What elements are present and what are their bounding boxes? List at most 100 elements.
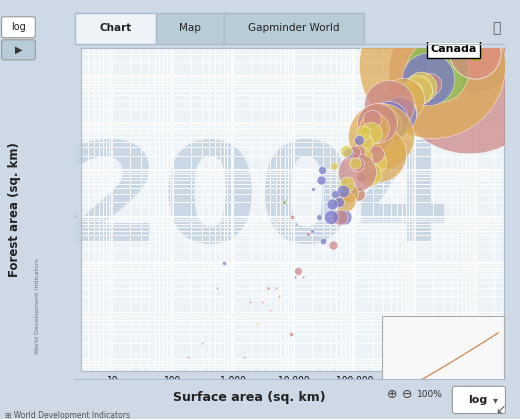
Text: World Development Indicators: World Development Indicators bbox=[35, 258, 40, 354]
Text: ⊞ World Development Indicators: ⊞ World Development Indicators bbox=[5, 411, 130, 419]
Point bbox=[331, 191, 340, 198]
Point bbox=[391, 106, 399, 112]
Point bbox=[392, 122, 400, 128]
Text: 2004: 2004 bbox=[66, 136, 452, 271]
Point bbox=[370, 124, 378, 131]
Point bbox=[288, 213, 296, 220]
Point bbox=[386, 118, 395, 124]
FancyBboxPatch shape bbox=[2, 40, 35, 60]
Point bbox=[245, 298, 254, 305]
Point bbox=[266, 307, 274, 313]
Point bbox=[299, 274, 307, 281]
Point bbox=[354, 191, 362, 198]
FancyBboxPatch shape bbox=[75, 13, 156, 44]
Point bbox=[357, 174, 365, 181]
Point bbox=[253, 321, 262, 327]
Point bbox=[372, 126, 380, 132]
Point bbox=[385, 101, 394, 108]
Point bbox=[292, 220, 300, 227]
Point bbox=[395, 111, 404, 117]
Text: ▶: ▶ bbox=[15, 45, 22, 55]
Point bbox=[346, 186, 354, 192]
Text: ↙: ↙ bbox=[496, 403, 506, 416]
Point bbox=[414, 88, 423, 94]
Text: log: log bbox=[467, 395, 487, 405]
Point bbox=[315, 213, 323, 220]
Point bbox=[351, 160, 359, 166]
Point bbox=[344, 150, 353, 156]
Point bbox=[343, 181, 351, 187]
Text: ▾: ▾ bbox=[492, 395, 498, 405]
Point bbox=[220, 260, 228, 266]
Point bbox=[308, 227, 317, 234]
Point bbox=[393, 114, 401, 120]
Point bbox=[384, 118, 392, 124]
Point bbox=[376, 135, 385, 142]
Point bbox=[393, 115, 401, 122]
Point bbox=[335, 213, 344, 220]
Point bbox=[317, 177, 325, 184]
Point bbox=[397, 108, 405, 115]
Point bbox=[329, 241, 337, 248]
Point bbox=[401, 86, 410, 93]
Point bbox=[304, 230, 313, 237]
Point bbox=[328, 200, 336, 207]
Bar bbox=[0, 44, 75, 379]
Point bbox=[374, 134, 383, 140]
Point bbox=[341, 197, 349, 204]
Text: ⊖: ⊖ bbox=[401, 388, 412, 401]
FancyBboxPatch shape bbox=[156, 13, 224, 44]
FancyBboxPatch shape bbox=[452, 386, 505, 414]
Point bbox=[350, 149, 358, 155]
Point bbox=[409, 87, 417, 94]
Point bbox=[404, 98, 412, 105]
Point bbox=[272, 285, 280, 291]
Text: log: log bbox=[11, 22, 26, 32]
Text: Canada: Canada bbox=[431, 44, 477, 54]
Point bbox=[368, 116, 376, 123]
Point bbox=[465, 69, 473, 76]
Point bbox=[467, 41, 475, 48]
Point bbox=[345, 189, 354, 196]
Point bbox=[439, 59, 448, 66]
Point bbox=[389, 144, 398, 151]
Point bbox=[434, 57, 442, 64]
Point bbox=[428, 62, 436, 68]
Point bbox=[367, 129, 375, 136]
Point bbox=[379, 120, 387, 127]
Point bbox=[339, 187, 347, 194]
Point bbox=[353, 161, 361, 168]
Point bbox=[471, 50, 479, 57]
Text: Map: Map bbox=[179, 23, 201, 33]
Point bbox=[373, 158, 381, 165]
Point bbox=[258, 298, 266, 305]
Text: ⊕: ⊕ bbox=[387, 388, 398, 401]
Point bbox=[327, 213, 335, 220]
Text: Surface area (sq. km): Surface area (sq. km) bbox=[173, 391, 326, 404]
Point bbox=[184, 353, 192, 360]
Point bbox=[198, 339, 206, 346]
Point bbox=[264, 285, 272, 291]
Point bbox=[424, 75, 432, 82]
Point bbox=[363, 136, 371, 142]
Point bbox=[374, 150, 382, 157]
Point bbox=[294, 267, 302, 274]
Point bbox=[378, 116, 386, 123]
Point bbox=[291, 274, 299, 281]
Point bbox=[359, 130, 367, 137]
Point bbox=[357, 155, 366, 161]
Point bbox=[342, 148, 350, 155]
Point bbox=[280, 199, 288, 206]
Point bbox=[319, 238, 327, 244]
Point bbox=[387, 112, 396, 119]
Text: Forest area (sq. km): Forest area (sq. km) bbox=[8, 142, 21, 277]
Point bbox=[371, 150, 380, 157]
Point bbox=[354, 149, 362, 155]
Point bbox=[275, 292, 283, 299]
Point bbox=[438, 75, 446, 82]
Point bbox=[287, 331, 295, 338]
Point bbox=[335, 199, 343, 206]
Point bbox=[360, 140, 368, 146]
Point bbox=[486, 31, 494, 37]
Point bbox=[418, 81, 426, 88]
